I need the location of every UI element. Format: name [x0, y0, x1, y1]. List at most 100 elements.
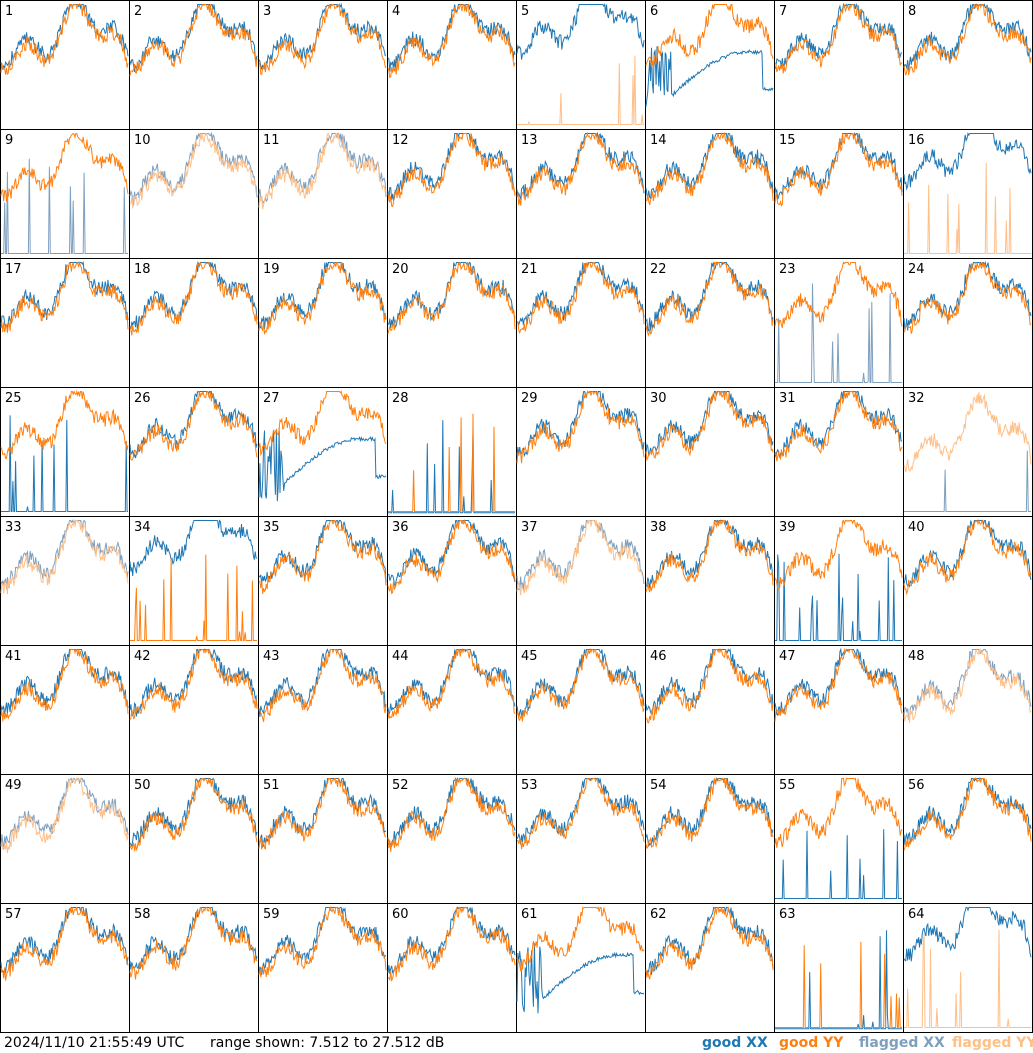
trace-xx: [516, 262, 645, 327]
tile-number: 3: [263, 4, 271, 19]
tile-number: 56: [908, 778, 925, 793]
tile-number: 12: [392, 133, 409, 148]
tile-frame: [774, 903, 904, 1033]
tile-57: 57: [0, 903, 130, 1033]
trace-yy: [387, 778, 516, 852]
tile-frame: [903, 387, 1033, 517]
tile-frame: [645, 516, 775, 646]
trace-yy: [130, 554, 257, 641]
trace-xx: [516, 942, 645, 1014]
trace-yy: [0, 132, 129, 202]
tile-frame: [129, 0, 259, 130]
trace-yy: [645, 648, 774, 724]
tile-47: 47: [774, 645, 904, 775]
tile-frame: [774, 774, 904, 904]
tile-42: 42: [129, 645, 259, 775]
tile-number: 17: [5, 262, 22, 277]
trace-xx: [258, 520, 387, 585]
tile-64: 64: [903, 903, 1033, 1033]
trace-yy: [903, 392, 1032, 472]
tile-41: 41: [0, 645, 130, 775]
tile-frame: [0, 0, 130, 130]
tile-number: 60: [392, 907, 409, 922]
trace-xx: [387, 776, 516, 848]
trace-yy: [774, 3, 903, 74]
trace-yy: [0, 777, 129, 853]
tile-35: 35: [258, 516, 388, 646]
trace-yy: [129, 133, 258, 209]
tile-30: 30: [645, 387, 775, 517]
legend-flagged-xx: flagged XX: [859, 1035, 945, 1051]
tile-7: 7: [774, 0, 904, 130]
trace-yy: [775, 941, 902, 1028]
trace-xx: [0, 649, 129, 714]
tile-number: 19: [263, 262, 280, 277]
trace-xx: [903, 907, 1032, 962]
tile-29: 29: [516, 387, 646, 517]
trace-xx: [129, 907, 258, 970]
trace-yy: [258, 777, 387, 850]
trace-xx: [904, 450, 1031, 512]
legend-flagged-yy: flagged YY: [952, 1035, 1033, 1051]
trace-yy: [774, 133, 903, 207]
trace-yy: [645, 131, 774, 206]
tile-frame: [129, 516, 259, 646]
tile-frame: [129, 645, 259, 775]
trace-xx: [387, 4, 516, 72]
tile-12: 12: [387, 129, 517, 259]
tile-53: 53: [516, 774, 646, 904]
tile-number: 62: [650, 907, 667, 922]
tile-frame: [645, 0, 775, 130]
tile-number: 30: [650, 391, 667, 406]
tile-number: 34: [134, 520, 151, 535]
tile-frame: [903, 516, 1033, 646]
tile-number: 38: [650, 520, 667, 535]
trace-yy: [387, 262, 516, 335]
tile-number: 58: [134, 907, 151, 922]
trace-yy: [258, 132, 387, 210]
legend-good-yy: good YY: [779, 1035, 844, 1051]
tile-22: 22: [645, 258, 775, 388]
tile-37: 37: [516, 516, 646, 646]
trace-yy: [516, 777, 645, 850]
tile-50: 50: [129, 774, 259, 904]
trace-xx: [516, 2, 645, 60]
trace-xx: [1, 158, 128, 254]
trace-yy: [774, 519, 903, 590]
trace-xx: [774, 391, 903, 458]
tile-39: 39: [774, 516, 904, 646]
tile-3: 3: [258, 0, 388, 130]
trace-xx: [903, 132, 1032, 191]
trace-yy: [516, 390, 645, 464]
tile-number: 50: [134, 778, 151, 793]
trace-yy: [903, 648, 1032, 723]
tile-number: 8: [908, 4, 916, 19]
trace-yy: [258, 649, 387, 723]
trace-xx: [258, 262, 387, 330]
trace-xx: [0, 777, 129, 850]
tile-40: 40: [903, 516, 1033, 646]
tile-10: 10: [129, 129, 259, 259]
tile-number: 40: [908, 520, 925, 535]
trace-yy: [516, 647, 645, 722]
tile-number: 36: [392, 520, 409, 535]
trace-yy: [258, 905, 387, 978]
tile-5: 5: [516, 0, 646, 130]
trace-xx: [775, 553, 902, 641]
tile-number: 9: [5, 133, 13, 148]
tile-18: 18: [129, 258, 259, 388]
trace-yy: [129, 777, 258, 852]
tile-14: 14: [645, 129, 775, 259]
tile-number: 37: [521, 520, 538, 535]
tile-number: 4: [392, 4, 400, 19]
trace-xx: [129, 3, 258, 72]
tile-number: 31: [779, 391, 796, 406]
trace-yy: [774, 391, 903, 462]
trace-yy: [258, 390, 387, 457]
tile-9: 9: [0, 129, 130, 259]
tile-number: 25: [5, 391, 22, 406]
tile-16: 16: [903, 129, 1033, 259]
trace-xx: [1, 415, 128, 512]
trace-yy: [903, 2, 1032, 76]
tile-number: 55: [779, 778, 796, 793]
